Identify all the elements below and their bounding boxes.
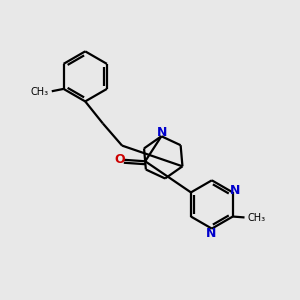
Text: N: N bbox=[157, 126, 167, 139]
Text: N: N bbox=[206, 227, 216, 240]
Text: CH₃: CH₃ bbox=[31, 87, 49, 97]
Text: CH₃: CH₃ bbox=[248, 213, 266, 223]
Text: O: O bbox=[115, 153, 125, 166]
Text: N: N bbox=[230, 184, 240, 196]
